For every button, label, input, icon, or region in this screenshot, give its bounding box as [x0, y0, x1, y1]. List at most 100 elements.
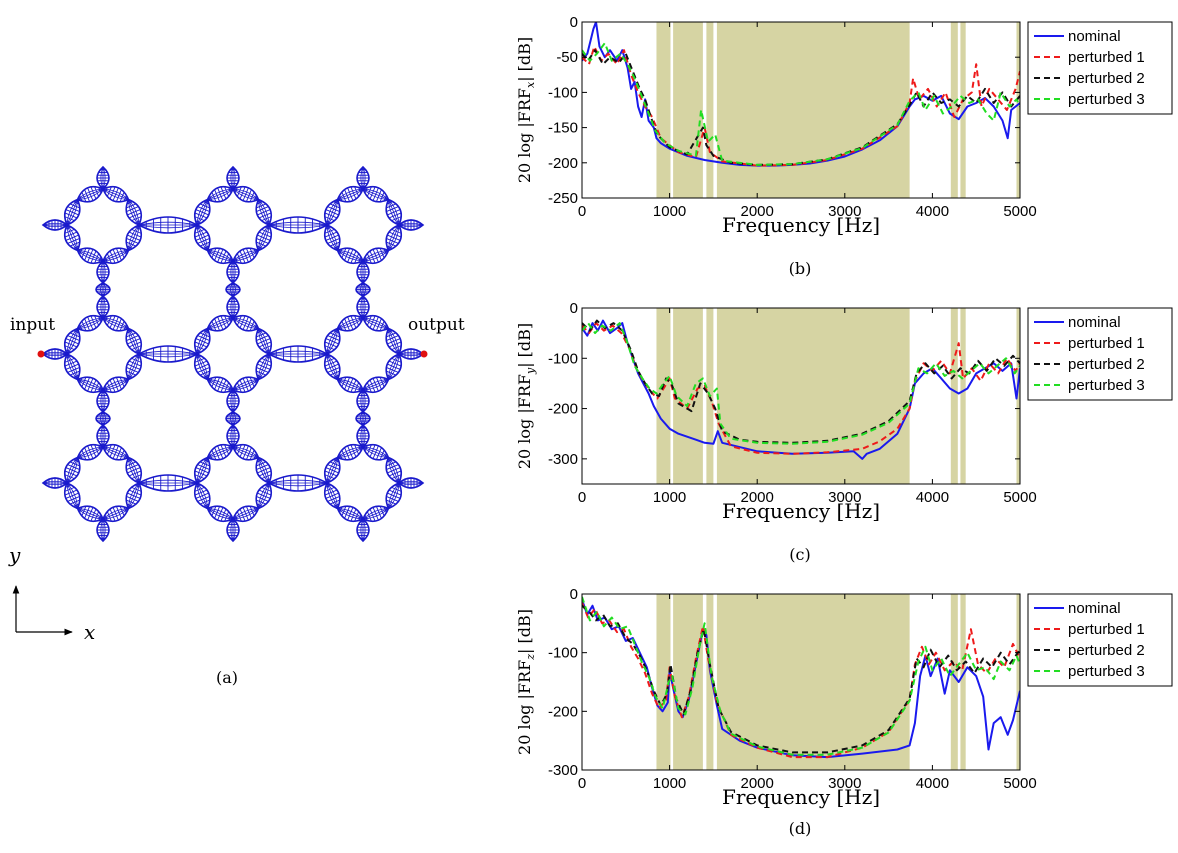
cell-0-1-segment-6 — [232, 185, 260, 203]
cell-1-2-segment-0 — [385, 353, 403, 381]
cell-2-2-segment-0 — [385, 482, 403, 510]
cell-1-1-segment-4 — [193, 327, 211, 355]
series-line-3 — [582, 322, 1020, 445]
stopband-4 — [950, 22, 958, 198]
cell-2-0-segment-4 — [63, 456, 81, 484]
x-tick-label-3: 3000 — [828, 203, 861, 220]
stopband-6 — [1016, 308, 1020, 484]
lattice-structure — [41, 165, 425, 543]
cell-2-2-spike-top — [356, 423, 370, 448]
y-tick-label-3: -300 — [548, 762, 578, 779]
x-tick-label-0: 0 — [578, 775, 586, 792]
cell-0-2-segment-3 — [323, 223, 341, 252]
cell-0-2-segment-7 — [385, 198, 403, 227]
cell-1-2-segment-6 — [362, 314, 390, 332]
cell-0-0-link-right — [138, 216, 199, 234]
legend: nominal perturbed 1 perturbed 2 perturbed 3 — [1027, 307, 1173, 401]
series-line-2 — [582, 604, 1020, 754]
cell-0-2-spike-bottom — [356, 260, 370, 285]
cell-0-1-segment-7 — [255, 198, 273, 227]
y-tick-label-0: 0 — [570, 586, 578, 603]
cell-1-0-link-down — [95, 411, 111, 426]
cell-1-2-segment-7 — [385, 327, 403, 356]
cell-0-2-link-down — [355, 282, 371, 297]
cell-2-1-segment-3 — [193, 481, 211, 510]
cell-1-0-segment-7 — [125, 327, 143, 356]
cell-2-0-segment-1 — [101, 505, 130, 523]
frf-z-chart: 0 1000 2000 3000 4000 5000 0 -100 -200 -300 Freque… — [515, 586, 1173, 838]
legend: nominal perturbed 1 perturbed 2 perturbed 3 — [1027, 21, 1173, 115]
x-tick-label-3: 3000 — [828, 489, 861, 506]
chart-caption: (c) — [789, 545, 810, 564]
cell-1-1-spike-bottom — [226, 389, 240, 414]
cell-1-1-segment-6 — [232, 314, 260, 332]
cell-0-0-segment-7 — [125, 198, 143, 227]
caption-a: (a) — [216, 668, 238, 687]
y-tick-label-2: -100 — [548, 84, 578, 101]
plot-frame — [581, 307, 1021, 485]
cell-2-0-segment-0 — [125, 482, 143, 510]
y-tick-label-1: -50 — [556, 49, 578, 66]
cell-1-0-segment-6 — [102, 314, 130, 332]
stopband-0 — [656, 22, 671, 198]
cell-0-2-spike-right — [398, 219, 425, 231]
cell-2-2-segment-5 — [336, 443, 365, 461]
cell-2-1-segment-0 — [255, 482, 273, 510]
lattice-diagram-panel: input output y x (a) — [8, 165, 465, 687]
cell-0-0-link-down — [95, 282, 111, 297]
x-tick-label-2: 2000 — [741, 489, 774, 506]
x-tick-label-1: 1000 — [653, 203, 686, 220]
cell-1-1-segment-1 — [231, 376, 260, 394]
input-port-marker — [37, 350, 45, 358]
stopband-3 — [716, 308, 910, 484]
cell-1-0-segment-3 — [63, 352, 81, 381]
cell-0-0-segment-3 — [63, 223, 81, 252]
legend-label-3: perturbed 3 — [1068, 377, 1145, 394]
stopband-2 — [706, 22, 714, 198]
cell-2-2-segment-2 — [336, 505, 364, 523]
x-tick-label-4: 4000 — [916, 775, 949, 792]
legend-label-0: nominal — [1068, 314, 1121, 331]
cell-2-0-segment-7 — [125, 456, 143, 485]
frf-y-chart: 0 1000 2000 3000 4000 5000 0 -100 -200 -300 Freque… — [515, 300, 1173, 564]
cell-0-0-segment-5 — [76, 185, 105, 203]
cell-2-0-segment-6 — [102, 443, 130, 461]
stopband-6 — [1016, 22, 1020, 198]
stopband-5 — [960, 22, 966, 198]
cell-1-0-segment-2 — [76, 376, 104, 394]
cell-0-2-segment-4 — [323, 198, 341, 226]
legend-label-2: perturbed 2 — [1068, 356, 1145, 373]
cell-2-1-segment-7 — [255, 456, 273, 485]
legend-label-1: perturbed 1 — [1068, 49, 1145, 66]
y-tick-label-0: 0 — [570, 14, 578, 31]
cell-2-0-spike-bottom — [96, 518, 110, 543]
cell-1-1-segment-7 — [255, 327, 273, 356]
cell-1-1-segment-5 — [206, 314, 235, 332]
legend-label-3: perturbed 3 — [1068, 91, 1145, 108]
legend-label-3: perturbed 3 — [1068, 663, 1145, 680]
cell-2-1-segment-1 — [231, 505, 260, 523]
plot-frame — [581, 593, 1021, 771]
cell-1-1-spike-top — [226, 294, 240, 319]
y-axis-title: 20 log |FRFy| [dB] — [515, 323, 537, 469]
cell-0-2-segment-6 — [362, 185, 390, 203]
x-axis-title: Frequency [Hz] — [722, 499, 880, 523]
cell-2-1-segment-4 — [193, 456, 211, 484]
x-axis-title: Frequency [Hz] — [722, 785, 880, 809]
cell-0-0-segment-6 — [102, 185, 130, 203]
cell-1-2-segment-1 — [361, 376, 390, 394]
x-tick-label-5: 5000 — [1003, 775, 1036, 792]
cell-0-0-segment-2 — [76, 247, 104, 265]
stopband-4 — [950, 308, 958, 484]
cell-2-2-segment-7 — [385, 456, 403, 485]
x-tick-label-5: 5000 — [1003, 203, 1036, 220]
cell-0-0-segment-0 — [125, 224, 143, 252]
y-tick-label-1: -100 — [548, 645, 578, 662]
cell-1-2-segment-4 — [323, 327, 341, 355]
cell-0-0-spike-bottom — [96, 260, 110, 285]
stopband-1 — [673, 308, 703, 484]
cell-0-1-segment-0 — [255, 224, 273, 252]
cell-1-0-link-right — [138, 345, 199, 363]
cell-0-2-segment-5 — [336, 185, 365, 203]
cell-1-0-segment-4 — [63, 327, 81, 355]
